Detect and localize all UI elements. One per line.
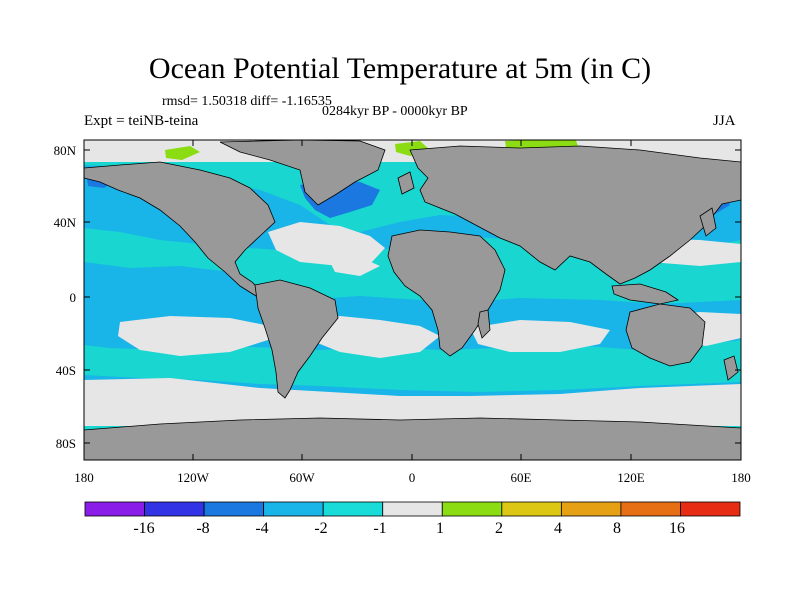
colorbar-label: -8: [196, 520, 210, 537]
lon-label-180w: 180: [74, 470, 94, 485]
colorbar-label: 8: [613, 520, 621, 537]
greenland: [219, 140, 386, 206]
colorbar-label: 2: [495, 520, 503, 537]
madagascar: [477, 309, 491, 339]
british-isles: [397, 171, 415, 195]
africa: [387, 229, 506, 357]
rmsd-diff-stats: rmsd= 1.50318 diff= -1.16535: [162, 94, 332, 109]
lon-label-60w: 60W: [289, 470, 315, 485]
colorbar-label: -1: [373, 520, 387, 537]
eurasia: [409, 145, 741, 285]
colorbar-swatch: [263, 501, 324, 517]
experiment-label: Expt = teiNB-teina: [84, 113, 199, 129]
indonesia: [611, 283, 680, 305]
colorbar-label: 1: [436, 520, 444, 537]
colorbar: [84, 501, 741, 517]
colorbar-swatch: [441, 501, 503, 517]
colorbar-label: -2: [314, 520, 328, 537]
colorbar-label: 16: [669, 520, 685, 537]
season-label: JJA: [713, 113, 736, 129]
antarctica: [84, 417, 741, 460]
lat-label-80n: 80N: [53, 143, 76, 158]
japan: [699, 207, 717, 237]
colorbar-swatch: [382, 501, 443, 517]
lat-label-40n: 40N: [53, 215, 76, 230]
lon-label-120e: 120E: [617, 470, 645, 485]
colorbar-swatch: [203, 501, 265, 517]
south-america: [254, 279, 339, 399]
colorbar-swatch: [501, 501, 562, 517]
colorbar-swatch: [560, 501, 622, 517]
lon-label-180e: 180: [731, 470, 751, 485]
lon-label-120w: 120W: [177, 470, 209, 485]
new-zealand: [723, 355, 739, 381]
axis-ticks: [84, 140, 741, 460]
lat-label-0: 0: [69, 290, 77, 305]
figure-title: Ocean Potential Temperature at 5m (in C): [148, 52, 652, 85]
time-period-label: 0284kyr BP - 0000kyr BP: [322, 104, 468, 119]
colorbar-label: -4: [255, 520, 269, 537]
land-masses: [84, 140, 741, 460]
lat-label-40s: 40S: [55, 363, 76, 378]
colorbar-swatch: [144, 501, 205, 517]
colorbar-label: 4: [554, 520, 562, 537]
australia: [625, 303, 706, 367]
colorbar-swatch: [84, 501, 145, 517]
lat-label-80s: 80S: [55, 436, 76, 451]
lon-label-60e: 60E: [510, 470, 532, 485]
colorbar-swatch: [680, 501, 741, 517]
lon-label-0: 0: [408, 470, 416, 485]
colorbar-swatch: [322, 501, 384, 517]
colorbar-label: -16: [133, 520, 155, 537]
map-area: [84, 140, 741, 460]
colorbar-swatch: [620, 501, 681, 517]
